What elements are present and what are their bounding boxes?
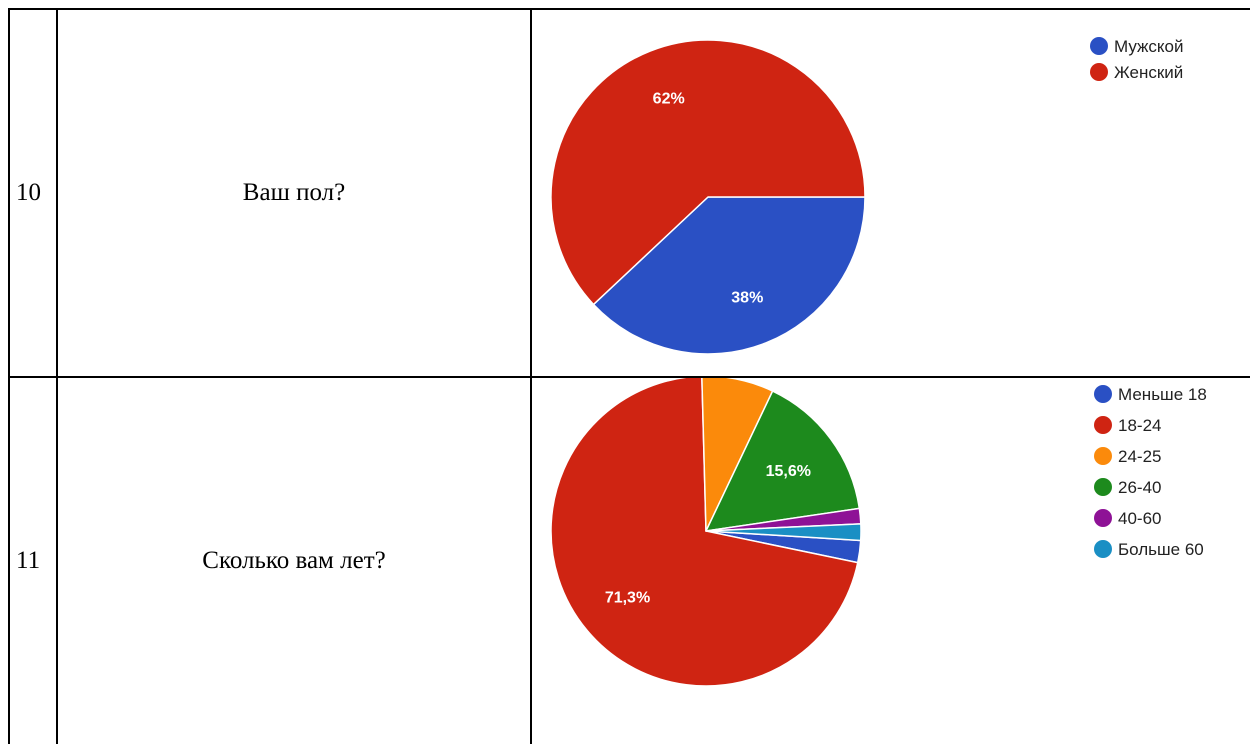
pie-slice-больше-60 xyxy=(705,523,862,542)
pie-slice-мужской xyxy=(592,196,866,355)
legend-marker-женский xyxy=(1090,63,1108,81)
data-label-женский: 62% xyxy=(653,91,685,108)
legend-marker-26-40 xyxy=(1094,478,1112,496)
data-label-26-40: 15,6% xyxy=(766,463,811,480)
legend-label-женский: Женский xyxy=(1114,63,1183,82)
age-pie-chart: 71,3% 15,6% Меньше 18 18-24 24-25 26-40 40-60 Б… xyxy=(550,379,1207,687)
legend-label-26-40: 26-40 xyxy=(1118,478,1161,497)
chart-legend: Мужской Женский xyxy=(1090,37,1184,82)
data-label-18-24: 71,3% xyxy=(605,590,650,607)
legend-marker-больше-60 xyxy=(1094,540,1112,558)
legend-label-меньше-18: Меньше 18 xyxy=(1118,385,1207,404)
table-row-10: 10 Ваш пол? 38% 62% Мужской Женский xyxy=(8,8,1250,378)
question-number: 10 xyxy=(8,8,58,378)
data-label-мужской: 38% xyxy=(731,289,763,306)
legend-label-18-24: 18-24 xyxy=(1118,416,1161,435)
legend-marker-мужской xyxy=(1090,37,1108,55)
legend-label-40-60: 40-60 xyxy=(1118,509,1161,528)
chart-legend: Меньше 18 18-24 24-25 26-40 40-60 Больше 60 xyxy=(1094,385,1207,559)
legend-marker-40-60 xyxy=(1094,509,1112,527)
survey-table: 10 Ваш пол? 38% 62% Мужской Женский 11 Скол… xyxy=(8,8,1250,744)
legend-marker-24-25 xyxy=(1094,447,1112,465)
question-text: Ваш пол? xyxy=(56,8,532,378)
question-text: Сколько вам лет? xyxy=(56,376,532,744)
pie-slice-18-24 xyxy=(550,379,859,687)
legend-label-больше-60: Больше 60 xyxy=(1118,540,1204,559)
chart-cell-age: 71,3% 15,6% Меньше 18 18-24 24-25 26-40 40-60 Б… xyxy=(530,376,1250,744)
pie-slice-26-40 xyxy=(705,390,861,532)
chart-cell-gender: 38% 62% Мужской Женский xyxy=(530,8,1250,378)
legend-label-мужской: Мужской xyxy=(1114,37,1184,56)
legend-marker-меньше-18 xyxy=(1094,385,1112,403)
question-number: 11 xyxy=(8,376,58,744)
legend-marker-18-24 xyxy=(1094,416,1112,434)
legend-label-24-25: 24-25 xyxy=(1118,447,1161,466)
gender-pie-chart: 38% 62% Мужской Женский xyxy=(550,37,1184,355)
pie-slice-женский xyxy=(550,39,866,306)
table-row-11: 11 Сколько вам лет? 71,3% 15,6% Меньше 18 1… xyxy=(8,376,1250,744)
